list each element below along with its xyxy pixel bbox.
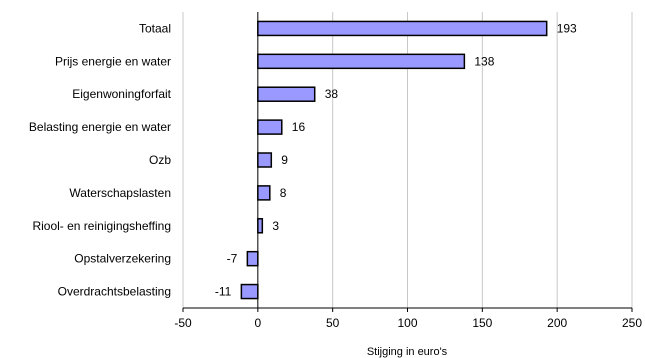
bar-6 <box>258 219 262 233</box>
bar-2 <box>258 87 315 101</box>
data-label: 8 <box>280 186 287 200</box>
x-tick-label: 250 <box>622 316 642 330</box>
data-label: 3 <box>272 219 279 233</box>
category-label: Eigenwoningforfait <box>72 87 171 101</box>
bar-8 <box>241 285 257 299</box>
category-label: Riool- en reinigingsheffing <box>32 219 171 233</box>
category-label: Ozb <box>149 153 171 167</box>
x-tick-label: 100 <box>397 316 417 330</box>
x-tick-label: -50 <box>174 316 192 330</box>
x-axis-label: Stijging in euro's <box>367 346 448 358</box>
data-label: 38 <box>325 87 339 101</box>
category-label: Waterschapslasten <box>69 186 171 200</box>
category-label: Overdrachtsbelasting <box>58 285 171 299</box>
data-label: -11 <box>215 285 232 299</box>
bar-4 <box>258 153 271 167</box>
data-label: 16 <box>292 120 306 134</box>
x-tick-label: 150 <box>472 316 492 330</box>
bar-1 <box>258 54 465 68</box>
bar-7 <box>247 252 257 266</box>
category-label: Prijs energie en water <box>55 54 171 68</box>
category-label: Totaal <box>139 21 171 35</box>
bar-3 <box>258 120 282 134</box>
data-label: -7 <box>227 252 238 266</box>
data-label: 138 <box>474 54 494 68</box>
bar-5 <box>258 186 270 200</box>
category-label: Belasting energie en water <box>29 120 171 134</box>
x-tick-label: 0 <box>254 316 261 330</box>
data-label: 9 <box>281 153 288 167</box>
x-tick-label: 50 <box>326 316 340 330</box>
bar-0 <box>258 21 547 35</box>
data-label: 193 <box>557 21 577 35</box>
category-label: Opstalverzekering <box>74 252 171 266</box>
x-tick-label: 200 <box>547 316 567 330</box>
